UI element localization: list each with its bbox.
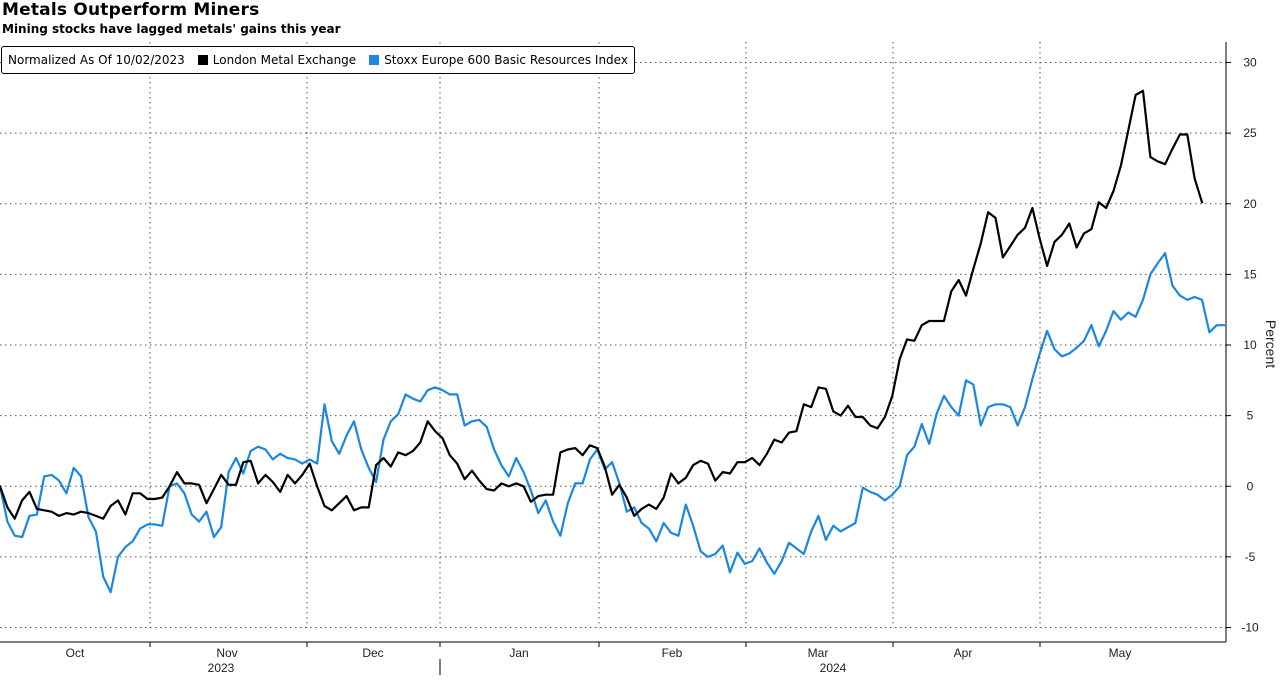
x-tick-label: Mar (808, 646, 829, 660)
chart-subtitle: Mining stocks have lagged metals' gains … (2, 22, 341, 36)
y-axis-title: Percent (1263, 320, 1279, 368)
x-tick-label: Oct (66, 646, 85, 660)
chart-legend: Normalized As Of 10/02/2023 London Metal… (1, 46, 635, 74)
y-tick-label: 15 (1243, 267, 1257, 281)
y-tick-label: -5 (1245, 550, 1256, 564)
legend-item-stoxx[interactable]: Stoxx Europe 600 Basic Resources Index (369, 53, 628, 67)
y-tick-label: 5 (1247, 409, 1254, 423)
x-tick-label: Nov (216, 646, 237, 660)
y-tick-label: 20 (1243, 197, 1257, 211)
legend-label-lme: London Metal Exchange (212, 53, 357, 67)
y-tick-label: -10 (1241, 621, 1259, 635)
x-tick-label: Jan (509, 646, 528, 660)
x-tick-label: Feb (662, 646, 683, 660)
legend-swatch-stoxx (369, 55, 380, 65)
y-tick-label: 10 (1243, 338, 1257, 352)
legend-note: Normalized As Of 10/02/2023 (8, 53, 185, 67)
y-tick-label: 0 (1247, 479, 1254, 493)
series-line-1 (0, 252, 1226, 594)
x-tick-label: May (1109, 646, 1132, 660)
legend-note-text: Normalized As Of 10/02/2023 (8, 53, 185, 67)
x-year-label: 2024 (820, 661, 847, 675)
y-tick-label: 30 (1243, 56, 1257, 70)
x-year-label: 2023 (208, 661, 235, 675)
x-tick-label: Apr (954, 646, 973, 660)
chart-title: Metals Outperform Miners (2, 0, 260, 20)
series-line-0 (0, 89, 1204, 520)
y-tick-label: 25 (1243, 126, 1257, 140)
legend-swatch-lme (197, 55, 208, 65)
x-tick-label: Dec (362, 646, 383, 660)
legend-item-lme[interactable]: London Metal Exchange (197, 53, 357, 67)
legend-label-stoxx: Stoxx Europe 600 Basic Resources Index (384, 53, 628, 67)
